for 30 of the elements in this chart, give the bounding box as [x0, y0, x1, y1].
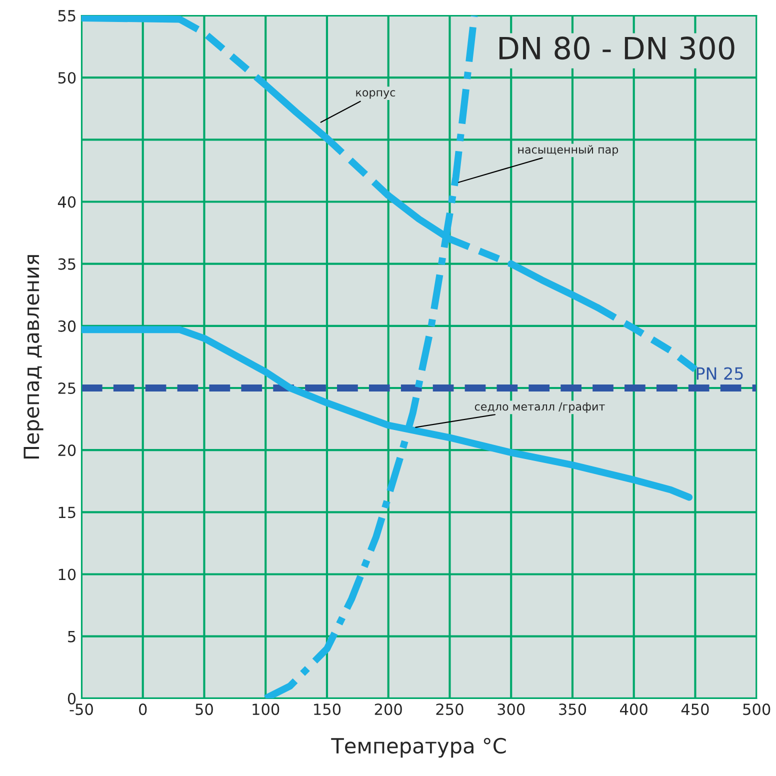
annotation: корпус [356, 90, 396, 99]
y-axis-title: Перепад давления [24, 255, 44, 459]
y-tick-label: 55 [58, 10, 76, 22]
x-axis-title: Температура °C [331, 738, 506, 758]
y-tick-label: 10 [58, 568, 76, 580]
y-tick-label: 30 [58, 320, 76, 332]
x-tick-label: 100 [252, 704, 280, 716]
y-tick-label: 15 [58, 506, 76, 518]
x-tick-label: 400 [620, 704, 648, 716]
text: DN 80 - DN 300 [500, 36, 734, 60]
annotation: седло металл /графит [474, 402, 605, 413]
x-tick-label: 500 [743, 704, 770, 716]
x-tick-label: 250 [436, 704, 464, 716]
annotation: насыщенный пар [518, 145, 618, 156]
x-tick-label: 300 [498, 704, 525, 716]
y-tick-label: 20 [58, 444, 76, 456]
y-tick-label: 25 [58, 382, 76, 394]
x-tick-label: 0 [139, 704, 147, 716]
x-tick-label: 50 [196, 704, 213, 716]
y-tick-label: 5 [68, 630, 76, 642]
y-tick-label: 35 [58, 258, 76, 270]
x-tick-label: 450 [681, 704, 709, 716]
x-tick-label: 150 [314, 704, 341, 716]
x-tick-label: -50 [70, 704, 93, 716]
y-tick-label: 0 [68, 692, 76, 704]
x-tick-label: 200 [374, 704, 402, 716]
ref-line-label: PN 25 [696, 367, 743, 380]
y-tick-label: 50 [58, 72, 76, 84]
y-tick-label: 40 [58, 196, 76, 208]
x-tick-label: 350 [559, 704, 586, 716]
